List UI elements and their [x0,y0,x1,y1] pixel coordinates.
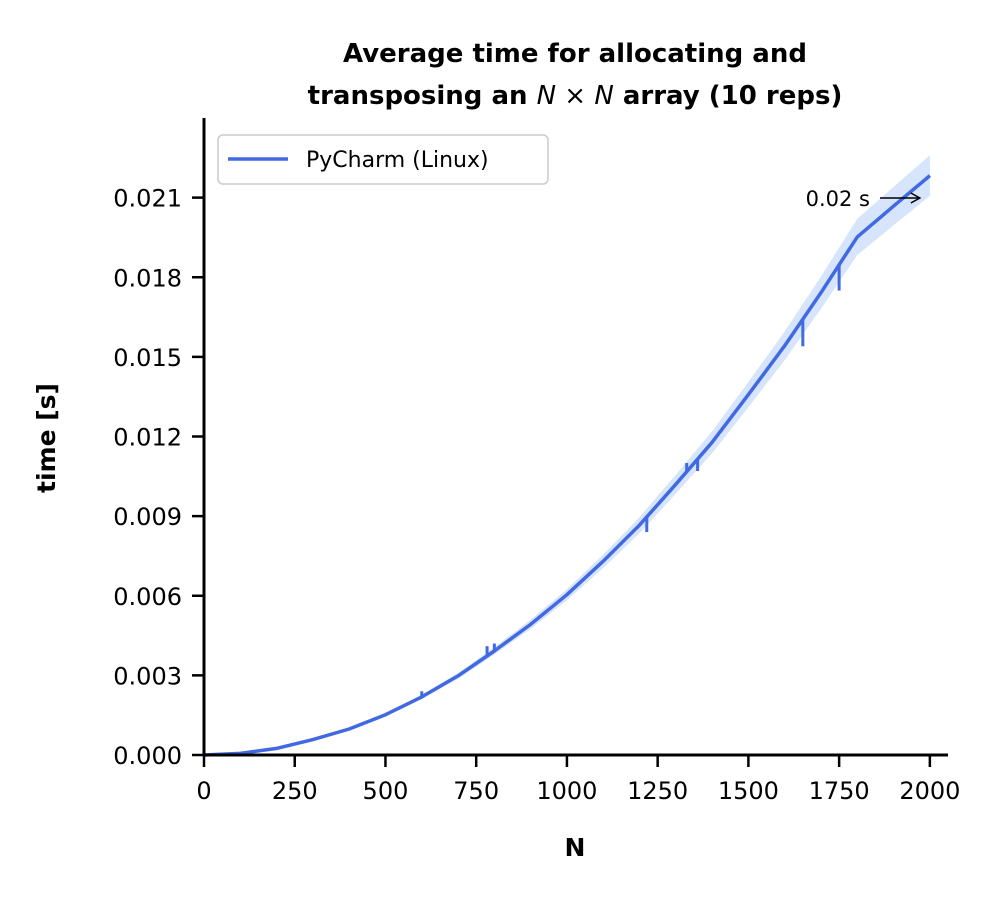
x-ticks: 0 250 500 750 1000 1250 1500 1750 2000 [196,755,960,805]
series-line [203,174,932,757]
chart-title-line2: transposing an N × N array (10 reps) [308,81,843,111]
legend-frame [217,134,549,185]
y-tick-label: 0.018 [113,264,182,292]
confidence-band-layer [204,155,930,756]
x-axis-label: N [565,833,586,862]
x-tick-label: 1000 [536,777,597,805]
x-tick-label: 750 [453,777,499,805]
annotation: 0.02 s [806,187,922,211]
annotation-arrowhead [910,192,922,204]
y-tick-label: 0.015 [113,344,182,372]
y-tick-label: 0.003 [113,662,182,690]
x-tick-label: 1250 [627,777,688,805]
legend: PyCharm (Linux) [217,134,549,185]
x-tick-label: 500 [363,777,409,805]
x-tick-label: 0 [196,777,211,805]
y-axis-label: time [s] [32,383,61,493]
y-tick-label: 0.000 [113,742,182,770]
annotation-text: 0.02 s [806,187,870,211]
x-tick-label: 1750 [809,777,870,805]
legend-label: PyCharm (Linux) [306,148,489,173]
y-tick-label: 0.012 [113,424,182,452]
x-tick-label: 2000 [899,777,960,805]
y-tick-label: 0.009 [113,503,182,531]
series-line-layer [203,174,932,757]
chart-title-line1: Average time for allocating and [343,39,807,69]
y-tick-label: 0.021 [113,185,182,213]
x-tick-label: 1500 [718,777,779,805]
confidence-band [204,155,930,756]
y-ticks: 0.000 0.003 0.006 0.009 0.012 0.015 0.018 0.021 [113,185,204,770]
y-tick-label: 0.006 [113,583,182,611]
x-tick-label: 250 [272,777,318,805]
